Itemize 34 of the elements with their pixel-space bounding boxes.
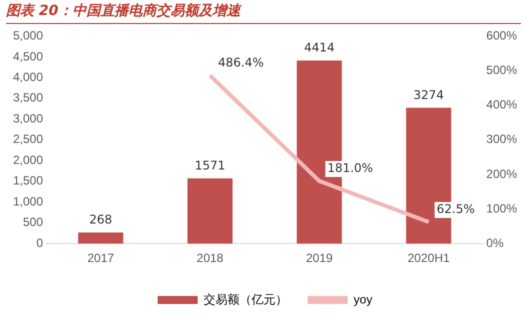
x-tick-label: 2018 [196, 251, 224, 266]
y2-tick-label: 500% [486, 63, 518, 78]
y-tick-label: 1,000 [13, 194, 44, 208]
y-tick-label: 3,500 [13, 90, 44, 105]
bar [78, 232, 124, 244]
y-tick-label: 4,000 [13, 70, 44, 84]
y-tick-label: 5,000 [13, 28, 44, 43]
data-label: 268 [89, 212, 112, 227]
legend-label: 交易额（亿元） [204, 292, 288, 306]
data-label: 4414 [304, 40, 335, 55]
legend-label: yoy [354, 292, 372, 306]
y-tick-label: 2,500 [13, 132, 44, 146]
y2-tick-label: 100% [486, 201, 518, 216]
y-tick-label: 4,500 [13, 49, 44, 64]
x-tick-label: 2020H1 [408, 251, 450, 266]
bar [187, 178, 233, 244]
x-tick-label: 2017 [87, 251, 114, 266]
y2-tick-label: 0% [486, 236, 504, 250]
y-tick-label: 500 [23, 215, 44, 230]
y2-tick-label: 300% [486, 132, 518, 146]
data-label: 181.0% [327, 161, 374, 176]
y2-tick-label: 600% [486, 28, 518, 43]
y-tick-label: 0 [36, 236, 44, 250]
data-label: 3274 [413, 88, 444, 102]
chart-title: 图表 20：中国直播电商交易额及增速 [6, 2, 521, 24]
data-label: 62.5% [436, 202, 475, 216]
data-label: 1571 [194, 158, 226, 173]
y2-tick-label: 400% [486, 98, 518, 112]
x-tick-label: 2019 [306, 251, 333, 266]
y-tick-label: 3,000 [13, 111, 44, 126]
data-label: 486.4% [218, 56, 264, 70]
y-tick-label: 1,500 [13, 174, 44, 188]
y2-tick-label: 200% [486, 166, 518, 181]
y-tick-label: 2,000 [13, 152, 44, 167]
